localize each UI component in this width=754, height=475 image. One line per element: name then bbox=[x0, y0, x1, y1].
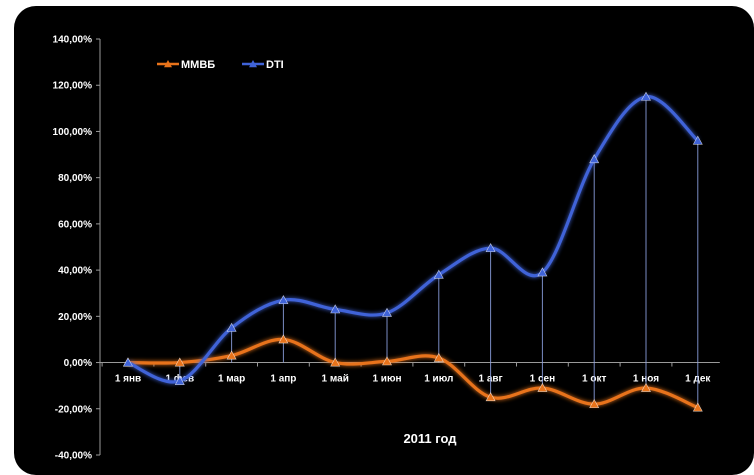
series-2-marker bbox=[122, 357, 134, 367]
y-tick-label: 60,00% bbox=[58, 219, 92, 230]
series-lines bbox=[122, 91, 703, 412]
series-1-marker bbox=[433, 352, 444, 362]
legend-label: DTI bbox=[266, 59, 284, 71]
y-tick-label: -20,00% bbox=[55, 404, 92, 415]
series-2-marker bbox=[381, 307, 393, 317]
y-tick-label: 120,00% bbox=[53, 81, 93, 92]
drop-lines bbox=[179, 96, 699, 408]
legend-swatch-marker bbox=[164, 60, 172, 68]
x-tick-label: 1 апр bbox=[270, 374, 296, 385]
series-1-marker bbox=[381, 356, 393, 366]
y-tick-label: 140,00% bbox=[53, 35, 93, 46]
series-2-marker bbox=[537, 267, 548, 277]
line-chart: -40,00% -20,00% 0,00% 20,00% 40,00% 60,00% 80,… bbox=[53, 35, 720, 462]
series-1-marker bbox=[589, 399, 600, 409]
y-axis: -40,00% -20,00% 0,00% 20,00% 40,00% 60,00% 80,… bbox=[53, 35, 101, 462]
series-1-marker bbox=[226, 350, 237, 360]
series-2-marker bbox=[692, 135, 703, 145]
series-2-marker bbox=[278, 295, 289, 305]
series-2 bbox=[122, 91, 703, 385]
series-1-line bbox=[127, 337, 699, 410]
series-2-marker bbox=[589, 154, 600, 164]
series-2-marker bbox=[433, 269, 444, 279]
series-2-marker bbox=[174, 375, 185, 385]
series-1 bbox=[122, 334, 703, 412]
x-tick-label: 1 июл bbox=[424, 374, 453, 385]
y-tick-label: 0,00% bbox=[64, 358, 92, 369]
legend-label: ММВБ bbox=[181, 59, 215, 71]
x-tick-label: 1 май bbox=[322, 374, 349, 385]
x-axis-title: 2011 год bbox=[403, 431, 457, 446]
series-1-marker bbox=[330, 357, 341, 367]
series-1-marker bbox=[278, 334, 289, 344]
x-tick-label: 1 мар bbox=[218, 374, 245, 385]
series-2-marker bbox=[485, 243, 496, 253]
x-tick-label: 1 июн bbox=[372, 374, 401, 385]
series-2-marker bbox=[330, 304, 341, 314]
y-tick-label: -40,00% bbox=[55, 451, 92, 462]
y-tick-label: 80,00% bbox=[58, 173, 92, 184]
series-1-marker bbox=[640, 382, 652, 392]
series-1-marker bbox=[692, 402, 703, 412]
x-tick-label: 1 янв bbox=[115, 374, 141, 385]
series-1-marker bbox=[537, 382, 548, 392]
y-tick-label: 20,00% bbox=[58, 312, 92, 323]
series-2-marker bbox=[226, 322, 237, 332]
series-1-marker bbox=[485, 392, 496, 402]
y-tick-label: 40,00% bbox=[58, 266, 92, 277]
series-1-marker bbox=[174, 357, 185, 367]
legend-swatch-marker bbox=[249, 60, 257, 68]
legend: ММВБ DTI bbox=[157, 59, 284, 71]
y-tick-label: 100,00% bbox=[53, 127, 93, 138]
series-2-marker bbox=[640, 91, 652, 101]
series-2-line bbox=[127, 95, 699, 384]
chart-frame: -40,00% -20,00% 0,00% 20,00% 40,00% 60,00% 80,… bbox=[14, 6, 754, 475]
